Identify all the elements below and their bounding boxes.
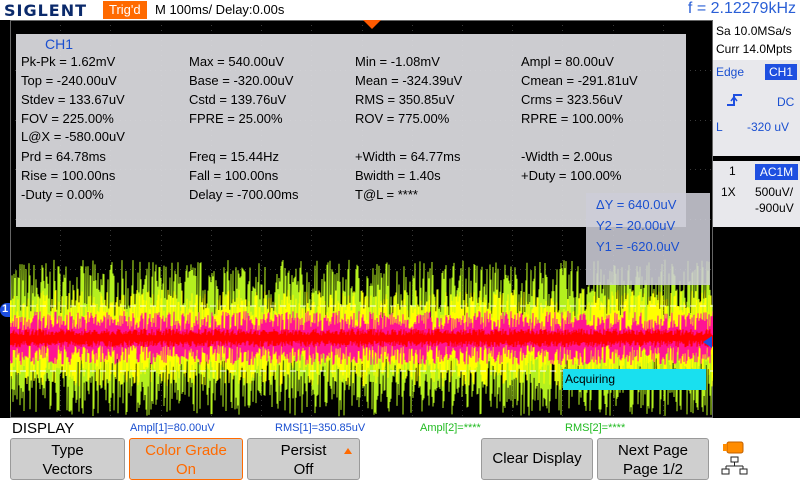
quick-meas-ampl2: Ampl[2]=****	[420, 422, 481, 434]
measurement-value: Base = -320.00uV	[189, 73, 294, 88]
clear-display-button[interactable]: Clear Display	[481, 438, 593, 480]
measurement-value: L@X = -580.00uV	[21, 129, 125, 144]
channel1-offset-marker[interactable]: 1	[0, 303, 10, 317]
measurement-value: Min = -1.08mV	[355, 54, 440, 69]
vertical-offset: -900uV	[755, 201, 794, 215]
bottom-menu-bar: DISPLAY Ampl[1]=80.00uV RMS[1]=350.85uV …	[0, 418, 800, 480]
measurement-value: Mean = -324.39uV	[355, 73, 463, 88]
next-page-button-label: Next Page	[617, 442, 689, 459]
measurement-value: RPRE = 100.00%	[521, 111, 624, 126]
waveform-display[interactable]: CH1 Pk-Pk = 1.62mV Max = 540.00uV Min = -1…	[10, 20, 713, 418]
trigger-source-badge: CH1	[765, 64, 797, 80]
measurement-value: Cstd = 139.76uV	[189, 92, 287, 107]
volts-per-div: 500uV/	[755, 185, 794, 199]
menu-title: DISPLAY	[12, 420, 75, 437]
measurement-value: -Duty = 0.00%	[21, 187, 104, 202]
measurement-panel: CH1 Pk-Pk = 1.62mV Max = 540.00uV Min = -1…	[16, 34, 686, 227]
measurement-value: +Width = 64.77ms	[355, 149, 461, 164]
acquisition-info: Sa 10.0MSa/s Curr 14.0Mpts	[713, 20, 800, 60]
cursor-delta-y: ΔY = 640.0uV	[596, 197, 677, 212]
next-page-button[interactable]: Next Page Page 1/2	[597, 438, 709, 480]
cursor-y2-value: Y2 = 20.00uV	[596, 218, 676, 233]
quick-meas-rms2: RMS[2]=****	[565, 422, 626, 434]
channel-number: 1	[729, 164, 736, 178]
quick-meas-rms1: RMS[1]=350.85uV	[275, 422, 366, 434]
measurement-value: Crms = 323.56uV	[521, 92, 623, 107]
measurement-value: Prd = 64.78ms	[21, 149, 106, 164]
measurement-value: T@L = ****	[355, 187, 418, 202]
channel-coupling-badge: AC1M	[755, 164, 798, 180]
measurement-value: Pk-Pk = 1.62mV	[21, 54, 116, 69]
measurement-value: RMS = 350.85uV	[355, 92, 455, 107]
color-grade-button-label: Color Grade	[145, 442, 227, 459]
quick-meas-ampl1: Ampl[1]=80.00uV	[130, 422, 215, 434]
persist-button[interactable]: Persist Off	[247, 438, 360, 480]
memory-depth: Curr 14.0Mpts	[716, 42, 793, 56]
next-page-button-value: Page 1/2	[622, 461, 684, 478]
type-button-value: Vectors	[42, 461, 93, 478]
frequency-counter: f = 2.12279kHz	[687, 0, 796, 17]
trigger-position-marker	[363, 20, 381, 29]
trigger-info[interactable]: Edge CH1 DC L -320 uV	[713, 60, 800, 156]
trigger-level-value: -320 uV	[747, 120, 790, 134]
channel1-marker-label: 1	[2, 303, 9, 315]
persist-button-value: Off	[293, 461, 314, 478]
measurement-value: Bwidth = 1.40s	[355, 168, 441, 183]
timebase-readout: M 100ms/ Delay:0.00s	[155, 2, 285, 17]
trigger-status-badge: Trig'd	[103, 1, 147, 19]
measurement-value: FOV = 225.00%	[21, 111, 114, 126]
arrow-up-icon	[344, 448, 352, 454]
rising-edge-icon	[727, 94, 742, 106]
status-icons	[721, 441, 748, 475]
measurement-source-label: CH1	[45, 36, 74, 52]
trigger-type: Edge	[716, 65, 745, 79]
measurement-value: Top = -240.00uV	[21, 73, 117, 88]
cursor-y1-value: Y1 = -620.0uV	[596, 239, 680, 254]
measurement-value: Delay = -700.00ms	[189, 187, 299, 202]
type-button[interactable]: Type Vectors	[10, 438, 125, 480]
trace-center-band	[10, 328, 713, 348]
sample-rate: Sa 10.0MSa/s	[716, 24, 792, 38]
measurement-value: Freq = 15.44Hz	[189, 149, 279, 164]
top-status-bar: SIGLENT Trig'd M 100ms/ Delay:0.00s f = …	[0, 0, 800, 20]
siglent-logo: SIGLENT	[4, 1, 88, 20]
cursor-readout-panel: ΔY = 640.0uV Y2 = 20.00uV Y1 = -620.0uV	[586, 193, 710, 285]
channel1-settings[interactable]: 1 AC1M 1X 500uV/ -900uV	[713, 161, 800, 227]
clear-display-button-label: Clear Display	[492, 450, 582, 467]
trigger-level-marker[interactable]	[703, 336, 712, 348]
trigger-level-label: L	[716, 120, 723, 134]
type-button-label: Type	[51, 442, 84, 459]
acquiring-status: Acquiring	[563, 369, 706, 390]
color-grade-button[interactable]: Color Grade On	[129, 438, 243, 480]
measurement-value: FPRE = 25.00%	[189, 111, 283, 126]
measurement-value: Rise = 100.00ns	[21, 168, 116, 183]
measurement-value: Stdev = 133.67uV	[21, 92, 125, 107]
measurement-value: Cmean = -291.81uV	[521, 73, 638, 88]
color-grade-button-value: On	[175, 461, 196, 478]
probe-attenuation: 1X	[721, 185, 736, 199]
measurement-value: ROV = 775.00%	[355, 111, 450, 126]
measurement-value: +Duty = 100.00%	[521, 168, 622, 183]
measurement-value: -Width = 2.00us	[521, 149, 613, 164]
measurement-value: Fall = 100.00ns	[189, 168, 279, 183]
trigger-coupling: DC	[777, 95, 795, 109]
usb-icon	[723, 441, 744, 454]
right-info-panel: Sa 10.0MSa/s Curr 14.0Mpts Edge CH1 DC L…	[713, 20, 800, 418]
network-icon	[721, 456, 748, 475]
measurement-value: Max = 540.00uV	[189, 54, 285, 69]
measurement-value: Ampl = 80.00uV	[521, 54, 614, 69]
persist-button-label: Persist	[280, 442, 327, 459]
